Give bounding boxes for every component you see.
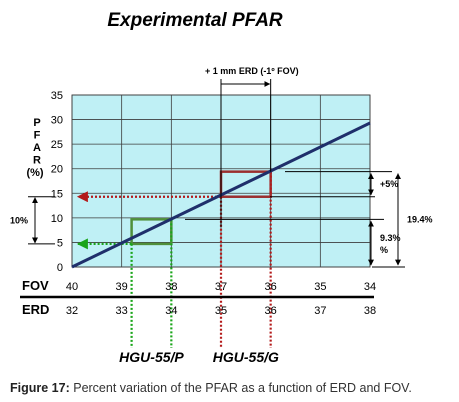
y-label-letter: F xyxy=(34,130,41,142)
nine-three-unit: % xyxy=(380,245,388,255)
y-tick-label: 20 xyxy=(51,164,63,176)
caption-label: Figure 17: xyxy=(10,381,70,395)
erd-tick-label: 37 xyxy=(314,305,326,317)
y-label-unit: (%) xyxy=(26,167,43,179)
y-label-letter: R xyxy=(33,155,41,167)
y-tick-label: 0 xyxy=(57,262,63,274)
erd-tick-label: 34 xyxy=(165,305,177,317)
y-label-letter: P xyxy=(33,117,40,129)
fov-tick-label: 37 xyxy=(215,281,227,293)
erd-tick-label: 38 xyxy=(364,305,376,317)
erd-tick-label: 33 xyxy=(116,305,128,317)
left-span-label: 10% xyxy=(10,215,28,225)
y-tick-label: 10 xyxy=(51,213,63,225)
x-axes: FOV 40 39 38 37 36 35 34 ERD 32 33 34 35 36 37 38 xyxy=(20,278,376,317)
fov-tick-label: 40 xyxy=(66,281,78,293)
erd-shift-label: + 1 mm ERD (-1º FOV) xyxy=(205,66,299,76)
y-label-letter: A xyxy=(33,142,41,154)
fov-tick-label: 36 xyxy=(265,281,277,293)
fov-tick-label: 39 xyxy=(116,281,128,293)
chart-title: Experimental PFAR xyxy=(107,10,283,31)
y-axis-label: P F A R (%) xyxy=(26,117,43,179)
fov-tick-label: 34 xyxy=(364,281,376,293)
fov-tick-label: 38 xyxy=(165,281,177,293)
y-tick-label: 35 xyxy=(51,90,63,102)
plus-five-label: +5% xyxy=(380,179,398,189)
svg-text:PFAR(%): P F A R (%) xyxy=(26,117,43,179)
total-label: 19.4% xyxy=(407,214,433,224)
fov-axis-label: FOV xyxy=(22,278,49,293)
fov-tick-label: 35 xyxy=(314,281,326,293)
erd-tick-label: 35 xyxy=(215,305,227,317)
caption-text: Percent variation of the PFAR as a funct… xyxy=(73,381,412,395)
y-tick-label: 30 xyxy=(51,115,63,127)
erd-tick-label: 32 xyxy=(66,305,78,317)
erd-tick-label: 36 xyxy=(265,305,277,317)
marker-label: HGU-55/G xyxy=(213,349,279,365)
figure-caption: Figure 17: Percent variation of the PFAR… xyxy=(10,381,412,395)
annotations: + 1 mm ERD (-1º FOV) 10% +5% 9.3%% 19.4% xyxy=(10,66,433,268)
erd-axis-label: ERD xyxy=(22,302,49,317)
nine-three-label: 9.3% xyxy=(380,233,401,243)
y-tick-labels: 0 5 10 15 20 25 30 35 xyxy=(51,90,63,274)
y-tick-label: 25 xyxy=(51,139,63,151)
marker-label: HGU-55/P xyxy=(119,349,184,365)
y-tick-label: 5 xyxy=(57,237,63,249)
y-tick-label: 15 xyxy=(51,188,63,200)
